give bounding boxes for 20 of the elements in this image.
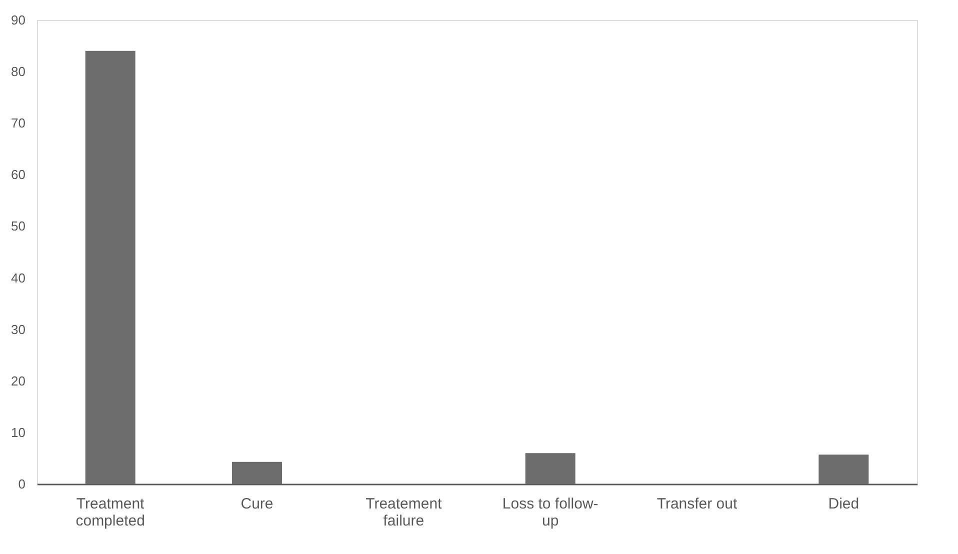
y-tick-label: 40 [11,270,26,286]
y-tick-label: 90 [11,12,26,28]
y-tick-label: 50 [11,218,26,234]
bar [85,50,136,484]
bar [818,454,869,484]
x-tick-label: Died [828,496,860,512]
bar [232,462,282,484]
y-tick-label: 80 [11,64,26,80]
x-tick-label: Loss to follow-up [502,496,598,530]
bar [525,453,576,484]
y-tick-label: 30 [11,322,26,337]
y-tick-label: 0 [18,476,26,492]
x-tick-label: Cure [240,496,274,512]
y-tick-label: 20 [11,373,26,388]
y-tick-label: 60 [11,167,26,182]
y-tick-label: 10 [11,424,26,440]
x-tick-label: Transfer out [656,496,738,512]
x-tick-label: Treatment completed [76,496,146,530]
y-tick-label: 70 [11,116,26,131]
x-tick-label: Treatement failure [366,496,443,530]
